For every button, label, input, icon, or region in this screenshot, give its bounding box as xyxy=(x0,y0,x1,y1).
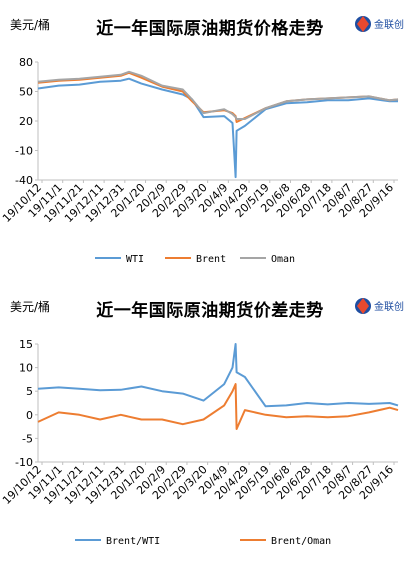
y-tick-label: 0 xyxy=(26,409,33,422)
y-tick-label: -10 xyxy=(15,145,33,158)
y-tick-label: 10 xyxy=(19,362,33,375)
spread-chart-panel: 美元/桶 近一年国际原油期货价差走势 金联创 -10 -5 0 5 10 15 19/10/… xyxy=(0,282,420,564)
brand-logo-text: 金联创 xyxy=(374,300,404,313)
legend-label-brent: Brent xyxy=(196,254,226,265)
legend-label-brent-wti: Brent/WTI xyxy=(106,536,160,547)
series-line-oman xyxy=(37,70,399,120)
y-tick-label: -10 xyxy=(15,456,33,469)
spread-chart-unit: 美元/桶 xyxy=(10,300,51,314)
price-chart-panel: 美元/桶 近一年国际原油期货价格走势 金联创 -40 -10 20 50 80 19/10… xyxy=(0,16,404,265)
brand-logo-icon: 金联创 xyxy=(355,298,404,314)
y-tick-label: 20 xyxy=(19,115,33,128)
y-tick-label: -40 xyxy=(15,174,33,187)
brand-logo-text: 金联创 xyxy=(374,18,404,31)
series-line-wti xyxy=(37,77,398,179)
y-tick-label: 80 xyxy=(19,56,33,69)
legend-label-wti: WTI xyxy=(126,254,144,265)
spread-chart-plot: -10-505101519/10/1219/11/119/11/2119/12/… xyxy=(0,338,399,547)
price-chart-plot: -40-1020508019/10/1219/11/119/11/2119/12… xyxy=(0,56,399,265)
y-tick-label: 5 xyxy=(26,385,33,398)
legend-label-brent-oman: Brent/Oman xyxy=(271,536,331,547)
price-chart-unit: 美元/桶 xyxy=(10,18,51,32)
series-line-brent-oman xyxy=(37,383,399,430)
spread-chart-title: 近一年国际原油期货价差走势 xyxy=(96,301,324,321)
series-line-brent-wti xyxy=(37,343,399,408)
y-tick-label: 15 xyxy=(19,338,33,351)
legend-label-oman: Oman xyxy=(271,254,295,265)
y-tick-label: -5 xyxy=(22,432,33,445)
brand-logo-icon: 金联创 xyxy=(355,16,404,32)
y-tick-label: 50 xyxy=(19,86,33,99)
price-chart-title: 近一年国际原油期货价格走势 xyxy=(96,19,324,39)
